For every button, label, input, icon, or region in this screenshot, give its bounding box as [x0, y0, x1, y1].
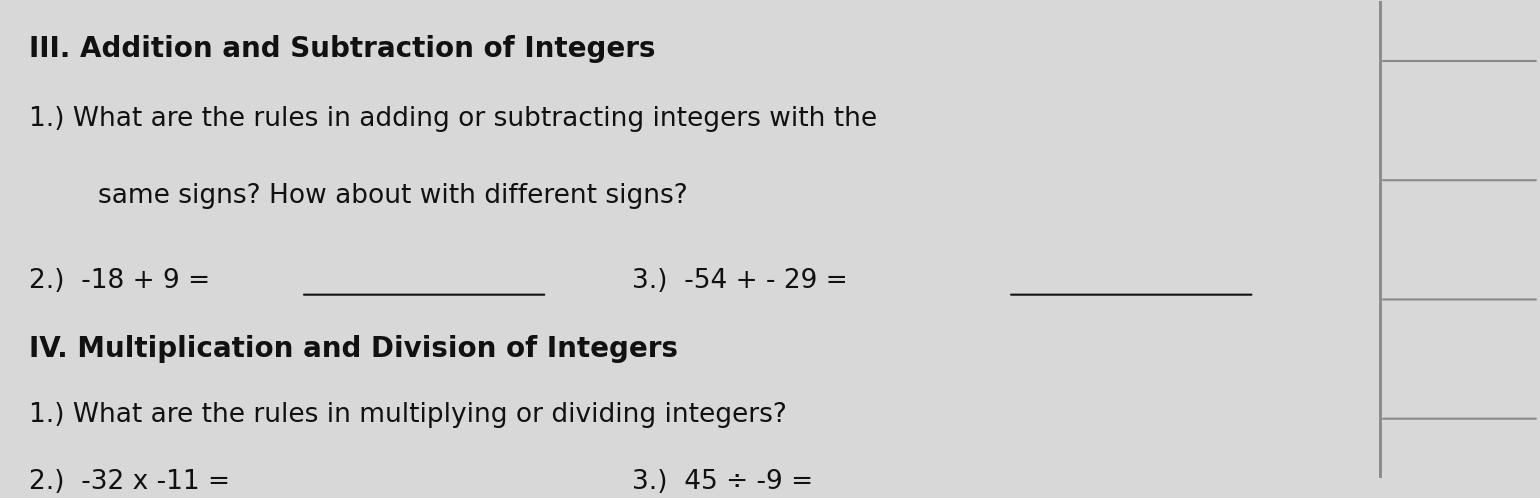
Text: IV. Multiplication and Division of Integers: IV. Multiplication and Division of Integ…	[29, 335, 678, 363]
Text: 2.)  -18 + 9 =: 2.) -18 + 9 =	[29, 268, 209, 294]
Text: same signs? How about with different signs?: same signs? How about with different sig…	[99, 183, 688, 209]
Text: III. Addition and Subtraction of Integers: III. Addition and Subtraction of Integer…	[29, 35, 656, 63]
Text: 1.) What are the rules in adding or subtracting integers with the: 1.) What are the rules in adding or subt…	[29, 106, 878, 132]
Text: 3.)  45 ÷ -9 =: 3.) 45 ÷ -9 =	[631, 469, 813, 495]
Text: 2.)  -32 x -11 =: 2.) -32 x -11 =	[29, 469, 229, 495]
Text: 1.) What are the rules in multiplying or dividing integers?: 1.) What are the rules in multiplying or…	[29, 402, 787, 428]
Text: 3.)  -54 + - 29 =: 3.) -54 + - 29 =	[631, 268, 847, 294]
